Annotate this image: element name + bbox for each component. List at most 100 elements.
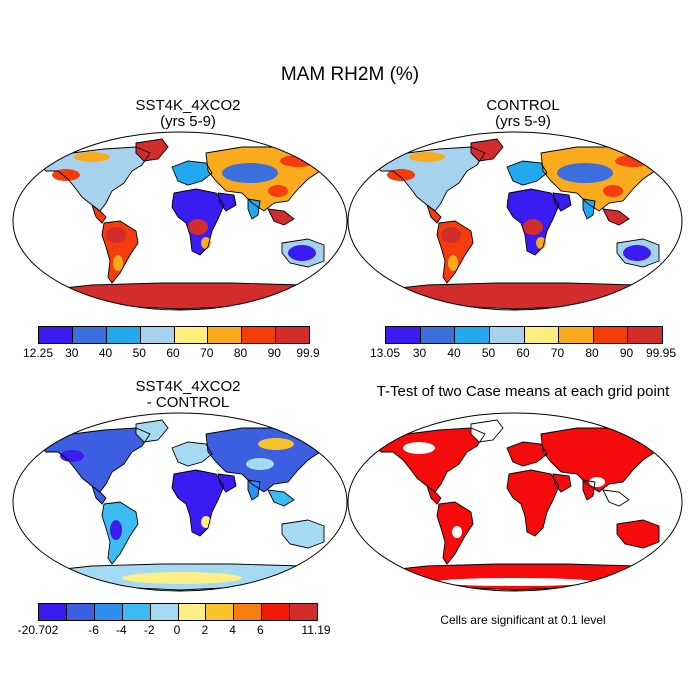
coastline-seasia bbox=[267, 489, 295, 507]
colorbar-tick-label: 30 bbox=[65, 346, 79, 360]
coastline-arabia bbox=[552, 473, 572, 493]
colorbar-tick-label: 0 bbox=[173, 623, 181, 637]
coastline-india bbox=[582, 479, 596, 501]
land-arabia bbox=[218, 474, 236, 492]
field-patch bbox=[60, 450, 84, 462]
field-patch bbox=[403, 442, 435, 454]
panel-subtitle-line: (yrs 5-9) bbox=[160, 113, 216, 130]
field-patch bbox=[268, 185, 288, 197]
land-india bbox=[248, 480, 260, 500]
colorbar-tick-label: 99.9 bbox=[296, 346, 320, 360]
coastline-india bbox=[247, 479, 261, 501]
colorbar-swatch bbox=[39, 604, 67, 620]
coastline-europe bbox=[506, 160, 548, 186]
field-patch bbox=[589, 477, 605, 487]
colorbar-swatch bbox=[94, 604, 123, 620]
colorbar-tick-label: 11.19 bbox=[301, 623, 331, 637]
colorbar-swatch bbox=[628, 327, 662, 343]
colorbar-swatch bbox=[174, 327, 209, 343]
colorbar-tick-label: 80 bbox=[233, 346, 248, 360]
colorbar-tick-label: 50 bbox=[132, 346, 146, 360]
field-patch bbox=[557, 163, 613, 183]
land-europe bbox=[172, 442, 212, 466]
coastline-centralAmerica bbox=[91, 203, 107, 224]
colorbar-swatch bbox=[122, 604, 151, 620]
map-panel-experiment bbox=[12, 131, 348, 311]
colorbar-swatch bbox=[420, 327, 456, 343]
coastline-europe bbox=[171, 160, 213, 186]
colorbar-tick-label: 99.95 bbox=[645, 346, 677, 360]
colorbar-swatch bbox=[524, 327, 560, 343]
colorbar-swatch bbox=[208, 327, 243, 343]
panel-subtitle-line: (yrs 5-9) bbox=[495, 113, 551, 130]
map-frame bbox=[347, 131, 683, 311]
colorbar-boxes bbox=[38, 326, 310, 344]
coastline-europe bbox=[506, 441, 548, 467]
colorbar-swatch bbox=[106, 327, 141, 343]
land-northAmerica bbox=[40, 147, 150, 211]
map-frame bbox=[347, 412, 683, 592]
colorbar-swatch bbox=[386, 327, 421, 343]
coastline-centralAmerica bbox=[426, 484, 442, 505]
field-patch bbox=[288, 245, 316, 261]
colorbar-swatch bbox=[66, 604, 95, 620]
land-centralAmerica bbox=[427, 486, 441, 504]
colorbar-tick-label: 70 bbox=[550, 346, 565, 360]
field-patch bbox=[222, 163, 278, 183]
field-patch bbox=[448, 255, 458, 271]
coastline-india bbox=[582, 198, 596, 220]
coastline-europe bbox=[171, 441, 213, 467]
coastline-arabia bbox=[217, 473, 237, 493]
coastline-africa bbox=[171, 188, 225, 256]
land-northAmerica bbox=[375, 147, 485, 211]
land-layer bbox=[369, 138, 668, 310]
colorbar-tick-label: 40 bbox=[447, 346, 461, 360]
panel-title-line: SST4K_4XCO2 bbox=[135, 378, 241, 395]
land-india bbox=[248, 199, 260, 219]
field-patch bbox=[74, 152, 110, 162]
field-patch bbox=[435, 578, 595, 586]
colorbar-swatch bbox=[206, 604, 235, 620]
land-india bbox=[583, 199, 595, 219]
field-patch bbox=[452, 526, 462, 538]
panel-title-difference: SST4K_4XCO2 - CONTROL bbox=[18, 379, 358, 411]
land-centralAmerica bbox=[92, 486, 106, 504]
colorbar-tick-label: 90 bbox=[267, 346, 281, 360]
coastline-seasia bbox=[602, 489, 630, 507]
field-patch bbox=[623, 245, 651, 261]
field-patch bbox=[184, 484, 212, 500]
coastline-africa bbox=[171, 469, 225, 537]
map-panel-ttest bbox=[347, 412, 683, 592]
coastline-seasia bbox=[267, 208, 295, 226]
colorbar-swatch bbox=[593, 327, 629, 343]
coastline-southAmerica bbox=[436, 220, 474, 284]
coastline-greenland bbox=[470, 419, 504, 443]
colorbar-tick-label: -6 bbox=[88, 623, 99, 637]
coastline-seasia bbox=[602, 208, 630, 226]
field-patch bbox=[106, 227, 126, 243]
field-patch bbox=[603, 185, 623, 197]
significance-note: Cells are significant at 0.1 level bbox=[440, 613, 606, 627]
land-australia bbox=[282, 520, 324, 548]
land-northAmerica bbox=[375, 428, 485, 492]
panel-title-line: T-Test of two Case means at each grid po… bbox=[376, 383, 670, 400]
colorbar-tick-label: 4 bbox=[229, 623, 236, 637]
land-antarctica bbox=[36, 283, 330, 309]
field-patch bbox=[188, 219, 208, 235]
colorbar-tick-label: -20.702 bbox=[17, 623, 59, 637]
colorbar-swatch bbox=[242, 327, 277, 343]
land-greenland bbox=[136, 420, 168, 442]
field-patch bbox=[441, 227, 461, 243]
coastline-arabia bbox=[217, 192, 237, 212]
coastline-australia bbox=[281, 519, 325, 549]
colorbar-swatch bbox=[72, 327, 107, 343]
coastline-greenland bbox=[135, 138, 169, 162]
field-patch bbox=[542, 525, 552, 535]
colorbar-tick-label: 90 bbox=[619, 346, 634, 360]
field-patch bbox=[258, 438, 294, 450]
coastline-southAmerica bbox=[101, 501, 139, 565]
land-africa bbox=[172, 470, 224, 536]
coastline-greenland bbox=[470, 138, 504, 162]
land-arabia bbox=[218, 193, 236, 211]
colorbar-tick-label: 60 bbox=[516, 346, 530, 360]
